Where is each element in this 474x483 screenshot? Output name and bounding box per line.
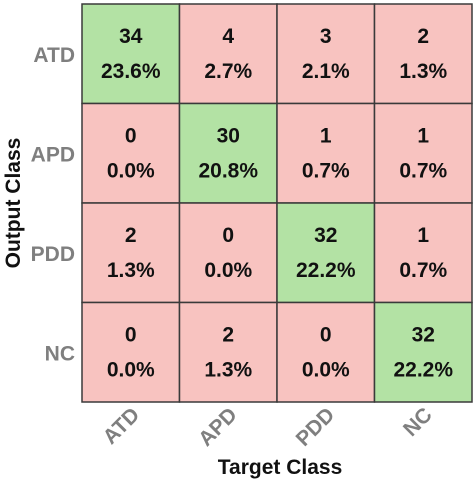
- matrix-cells: 34 23.6% 4 2.7% 3 2.1% 2 1.3% 0 0.0% 30 20.8% 1 0.7% 1…: [81, 3, 473, 403]
- x-axis-title: Target Class: [218, 456, 343, 479]
- cell-percent: 20.8%: [198, 160, 258, 183]
- cell-percent: 0.0%: [107, 359, 155, 382]
- cell-percent: 23.6%: [101, 60, 161, 83]
- cell-count: 1: [417, 125, 429, 148]
- cell-percent: 2.1%: [302, 60, 350, 83]
- cell-count: 4: [222, 25, 234, 48]
- cell-percent: 22.2%: [296, 259, 356, 282]
- y-axis-title: Output Class: [2, 138, 25, 269]
- cell-percent: 0.0%: [107, 160, 155, 183]
- col-tick-label-pdd: PDD: [292, 403, 340, 451]
- cell-count: 1: [417, 224, 429, 247]
- output-class-tick-labels: ATD APD PDD NC: [31, 44, 75, 366]
- col-tick-label-nc: NC: [399, 403, 437, 441]
- matrix-cell-atd-nc: [373, 3, 473, 105]
- cell-count: 2: [222, 324, 234, 347]
- cell-percent: 1.3%: [204, 359, 252, 382]
- cell-count: 3: [320, 25, 332, 48]
- cell-percent: 1.3%: [107, 259, 155, 282]
- row-tick-label-nc: NC: [45, 342, 75, 365]
- cell-percent: 0.7%: [302, 160, 350, 183]
- cell-percent: 0.0%: [302, 359, 350, 382]
- cell-count: 1: [320, 125, 332, 148]
- matrix-cell-nc-apd: [178, 301, 278, 403]
- cell-count: 0: [320, 324, 332, 347]
- matrix-cell-pdd-pdd: [276, 202, 376, 304]
- matrix-cell-nc-pdd: [276, 301, 376, 403]
- cell-percent: 0.7%: [399, 259, 447, 282]
- cell-percent: 1.3%: [399, 60, 447, 83]
- col-tick-label-atd: ATD: [99, 403, 145, 449]
- cell-count: 32: [412, 324, 435, 347]
- cell-count: 0: [125, 125, 137, 148]
- cell-count: 34: [119, 25, 143, 48]
- cell-count: 2: [417, 25, 429, 48]
- matrix-cell-apd-pdd: [276, 102, 376, 204]
- cell-percent: 2.7%: [204, 60, 252, 83]
- matrix-cell-apd-atd: [81, 102, 181, 204]
- cell-percent: 0.7%: [399, 160, 447, 183]
- cell-count: 0: [125, 324, 137, 347]
- row-tick-label-apd: APD: [31, 143, 75, 166]
- cell-count: 0: [222, 224, 234, 247]
- cell-count: 30: [217, 125, 240, 148]
- row-tick-label-pdd: PDD: [31, 243, 75, 266]
- cell-percent: 0.0%: [204, 259, 252, 282]
- matrix-cell-nc-atd: [81, 301, 181, 403]
- cell-count: 2: [125, 224, 137, 247]
- col-tick-label-apd: APD: [194, 403, 242, 451]
- matrix-cell-apd-apd: [178, 102, 278, 204]
- matrix-cell-atd-atd: [81, 3, 181, 105]
- cell-count: 32: [314, 224, 337, 247]
- matrix-cell-pdd-atd: [81, 202, 181, 304]
- target-class-tick-labels: ATD APD PDD NC: [99, 403, 437, 451]
- matrix-cell-pdd-nc: [373, 202, 473, 304]
- matrix-cell-apd-nc: [373, 102, 473, 204]
- row-tick-label-atd: ATD: [33, 44, 75, 67]
- matrix-cell-atd-apd: [178, 3, 278, 105]
- matrix-cell-nc-nc: [373, 301, 473, 403]
- matrix-cell-pdd-apd: [178, 202, 278, 304]
- cell-percent: 22.2%: [393, 359, 453, 382]
- matrix-cell-atd-pdd: [276, 3, 376, 105]
